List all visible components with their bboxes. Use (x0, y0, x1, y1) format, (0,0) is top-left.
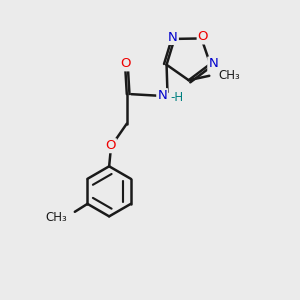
Text: N: N (168, 31, 178, 44)
Text: CH₃: CH₃ (218, 69, 240, 82)
Text: O: O (198, 31, 208, 44)
Text: O: O (120, 57, 130, 70)
Text: CH₃: CH₃ (45, 211, 67, 224)
Text: -H: -H (170, 92, 184, 104)
Text: O: O (105, 139, 116, 152)
Text: N: N (157, 89, 167, 102)
Text: N: N (208, 58, 218, 70)
